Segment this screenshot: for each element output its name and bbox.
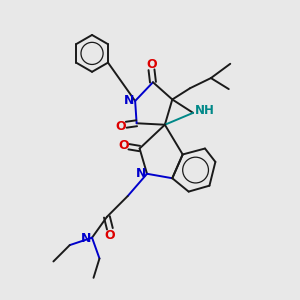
Text: O: O [105, 229, 115, 242]
Text: O: O [118, 139, 129, 152]
Text: N: N [81, 232, 91, 245]
Text: N: N [136, 167, 146, 180]
Text: NH: NH [195, 104, 214, 117]
Text: O: O [146, 58, 157, 71]
Text: O: O [116, 120, 126, 133]
Text: N: N [123, 94, 134, 107]
